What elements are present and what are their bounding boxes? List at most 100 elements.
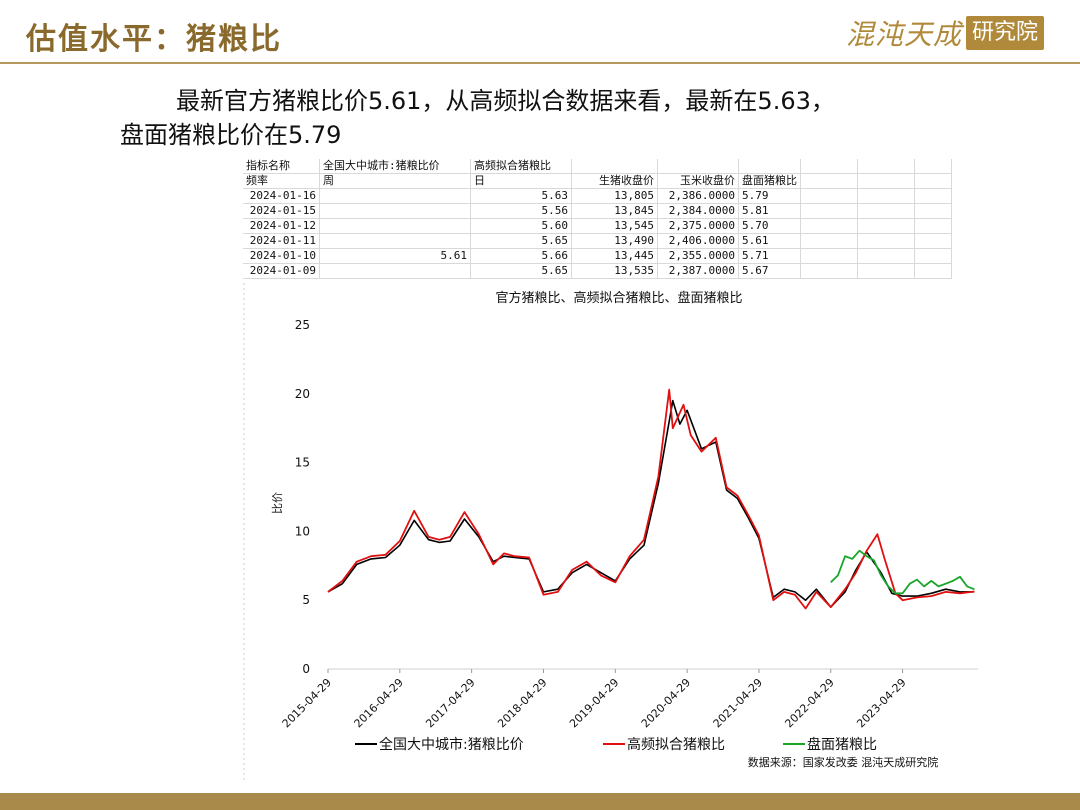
legend-label: 全国大中城市:猪粮比价 (379, 736, 524, 753)
company-logo: 混沌天成 研究院 (846, 14, 1045, 52)
y-axis-label: 比价 (271, 492, 284, 514)
table-cell (657, 159, 739, 174)
summary-text: 最新官方猪粮比价5.61，从高频拟合数据来看，最新在5.63， 盘面猪粮比价在5… (120, 84, 1000, 152)
table-cell: 13,445 (571, 248, 658, 264)
table-cell: 5.70 (738, 218, 801, 234)
table-cell: 周 (319, 173, 471, 189)
table-cell: 5.63 (470, 188, 572, 204)
table-cell (914, 233, 952, 249)
y-tick-label: 10 (295, 524, 310, 538)
table-header-row: 频率 周 日 生猪收盘价 玉米收盘价 盘面猪粮比 (243, 173, 952, 189)
table-cell: 2,406.0000 (657, 233, 739, 249)
table-cell: 5.56 (470, 203, 572, 219)
table-cell: 13,805 (571, 188, 658, 204)
table-cell: 高频拟合猪粮比 (470, 159, 572, 174)
table-cell (319, 263, 471, 279)
x-tick-label: 2022-04-29 (782, 676, 836, 730)
series-line-2 (327, 388, 975, 610)
table-cell: 2024-01-10 (243, 248, 320, 264)
table-cell: 频率 (243, 173, 320, 189)
y-axis: 0 5 10 15 20 25 (295, 318, 310, 676)
table-cell (319, 203, 471, 219)
table-row: 2024-01-09 5.65 13,535 2,387.0000 5.67 (243, 263, 952, 279)
table-cell: 全国大中城市:猪粮比价 (319, 159, 471, 174)
table-cell: 生猪收盘价 (571, 173, 658, 189)
table-row: 2024-01-11 5.65 13,490 2,406.0000 5.61 (243, 233, 952, 249)
table-cell (857, 173, 915, 189)
table-cell: 5.71 (738, 248, 801, 264)
slide-header: 估值水平：猪粮比 混沌天成 研究院 (0, 0, 1080, 64)
table-cell: 13,535 (571, 263, 658, 279)
x-tick-label: 2021-04-29 (711, 676, 765, 730)
table-cell: 2024-01-16 (243, 188, 320, 204)
table-cell: 2,386.0000 (657, 188, 739, 204)
data-table: 指标名称 全国大中城市:猪粮比价 高频拟合猪粮比 频率 周 日 生猪收盘价 玉米… (243, 159, 952, 279)
table-cell (857, 248, 915, 264)
table-row: 2024-01-10 5.61 5.66 13,445 2,355.0000 5… (243, 248, 952, 264)
table-cell (319, 218, 471, 234)
y-tick-label: 25 (295, 318, 310, 332)
table-cell: 指标名称 (243, 159, 320, 174)
table-cell: 5.79 (738, 188, 801, 204)
legend-label: 盘面猪粮比 (807, 736, 877, 753)
table-cell: 盘面猪粮比 (738, 173, 801, 189)
table-cell (914, 263, 952, 279)
y-tick-label: 5 (302, 593, 310, 607)
data-spreadsheet: 指标名称 全国大中城市:猪粮比价 高频拟合猪粮比 频率 周 日 生猪收盘价 玉米… (243, 159, 995, 279)
table-cell: 玉米收盘价 (657, 173, 739, 189)
table-row: 2024-01-16 5.63 13,805 2,386.0000 5.79 (243, 188, 952, 204)
series-line-1 (327, 399, 975, 608)
table-cell: 13,490 (571, 233, 658, 249)
table-cell: 5.65 (470, 263, 572, 279)
table-cell: 2024-01-11 (243, 233, 320, 249)
chart-legend: 全国大中城市:猪粮比价 高频拟合猪粮比 盘面猪粮比 (355, 736, 877, 753)
header-divider (0, 62, 1080, 64)
table-cell (914, 159, 952, 174)
x-tick-label: 2023-04-29 (854, 676, 908, 730)
x-tick-label: 2020-04-29 (639, 676, 693, 730)
table-cell (914, 218, 952, 234)
table-cell (800, 218, 858, 234)
logo-script: 混沌天成 (846, 18, 963, 51)
table-cell (738, 159, 801, 174)
table-cell (857, 188, 915, 204)
footer-bar (0, 793, 1080, 810)
page-title: 估值水平：猪粮比 (26, 22, 282, 57)
table-cell: 2,384.0000 (657, 203, 739, 219)
chart-title: 官方猪粮比、高频拟合猪粮比、盘面猪粮比 (495, 290, 742, 306)
table-row: 2024-01-12 5.60 13,545 2,375.0000 5.70 (243, 218, 952, 234)
series-line-3 (830, 549, 975, 595)
table-cell (800, 263, 858, 279)
table-cell (800, 248, 858, 264)
table-cell (800, 173, 858, 189)
y-tick-label: 15 (295, 456, 310, 470)
table-cell (914, 248, 952, 264)
table-cell: 2,387.0000 (657, 263, 739, 279)
table-cell (857, 159, 915, 174)
table-cell (857, 233, 915, 249)
x-tick-label: 2019-04-29 (567, 676, 621, 730)
table-cell: 5.67 (738, 263, 801, 279)
hidden-row-strip (243, 783, 995, 793)
summary-line-2: 盘面猪粮比价在5.79 (120, 121, 342, 149)
table-cell: 2024-01-09 (243, 263, 320, 279)
table-cell (800, 203, 858, 219)
table-cell: 2,375.0000 (657, 218, 739, 234)
table-cell (914, 203, 952, 219)
table-cell: 13,545 (571, 218, 658, 234)
table-cell (800, 188, 858, 204)
table-cell: 5.60 (470, 218, 572, 234)
table-cell (800, 159, 858, 174)
table-cell (319, 233, 471, 249)
x-tick-label: 2017-04-29 (423, 676, 477, 730)
table-cell (319, 188, 471, 204)
table-cell: 2024-01-15 (243, 203, 320, 219)
table-cell: 2024-01-12 (243, 218, 320, 234)
x-tick-label: 2015-04-29 (280, 676, 334, 730)
table-cell (571, 159, 658, 174)
table-header-row: 指标名称 全国大中城市:猪粮比价 高频拟合猪粮比 (243, 159, 952, 174)
table-cell (857, 263, 915, 279)
table-cell (914, 173, 952, 189)
table-cell: 5.66 (470, 248, 572, 264)
table-cell: 日 (470, 173, 572, 189)
